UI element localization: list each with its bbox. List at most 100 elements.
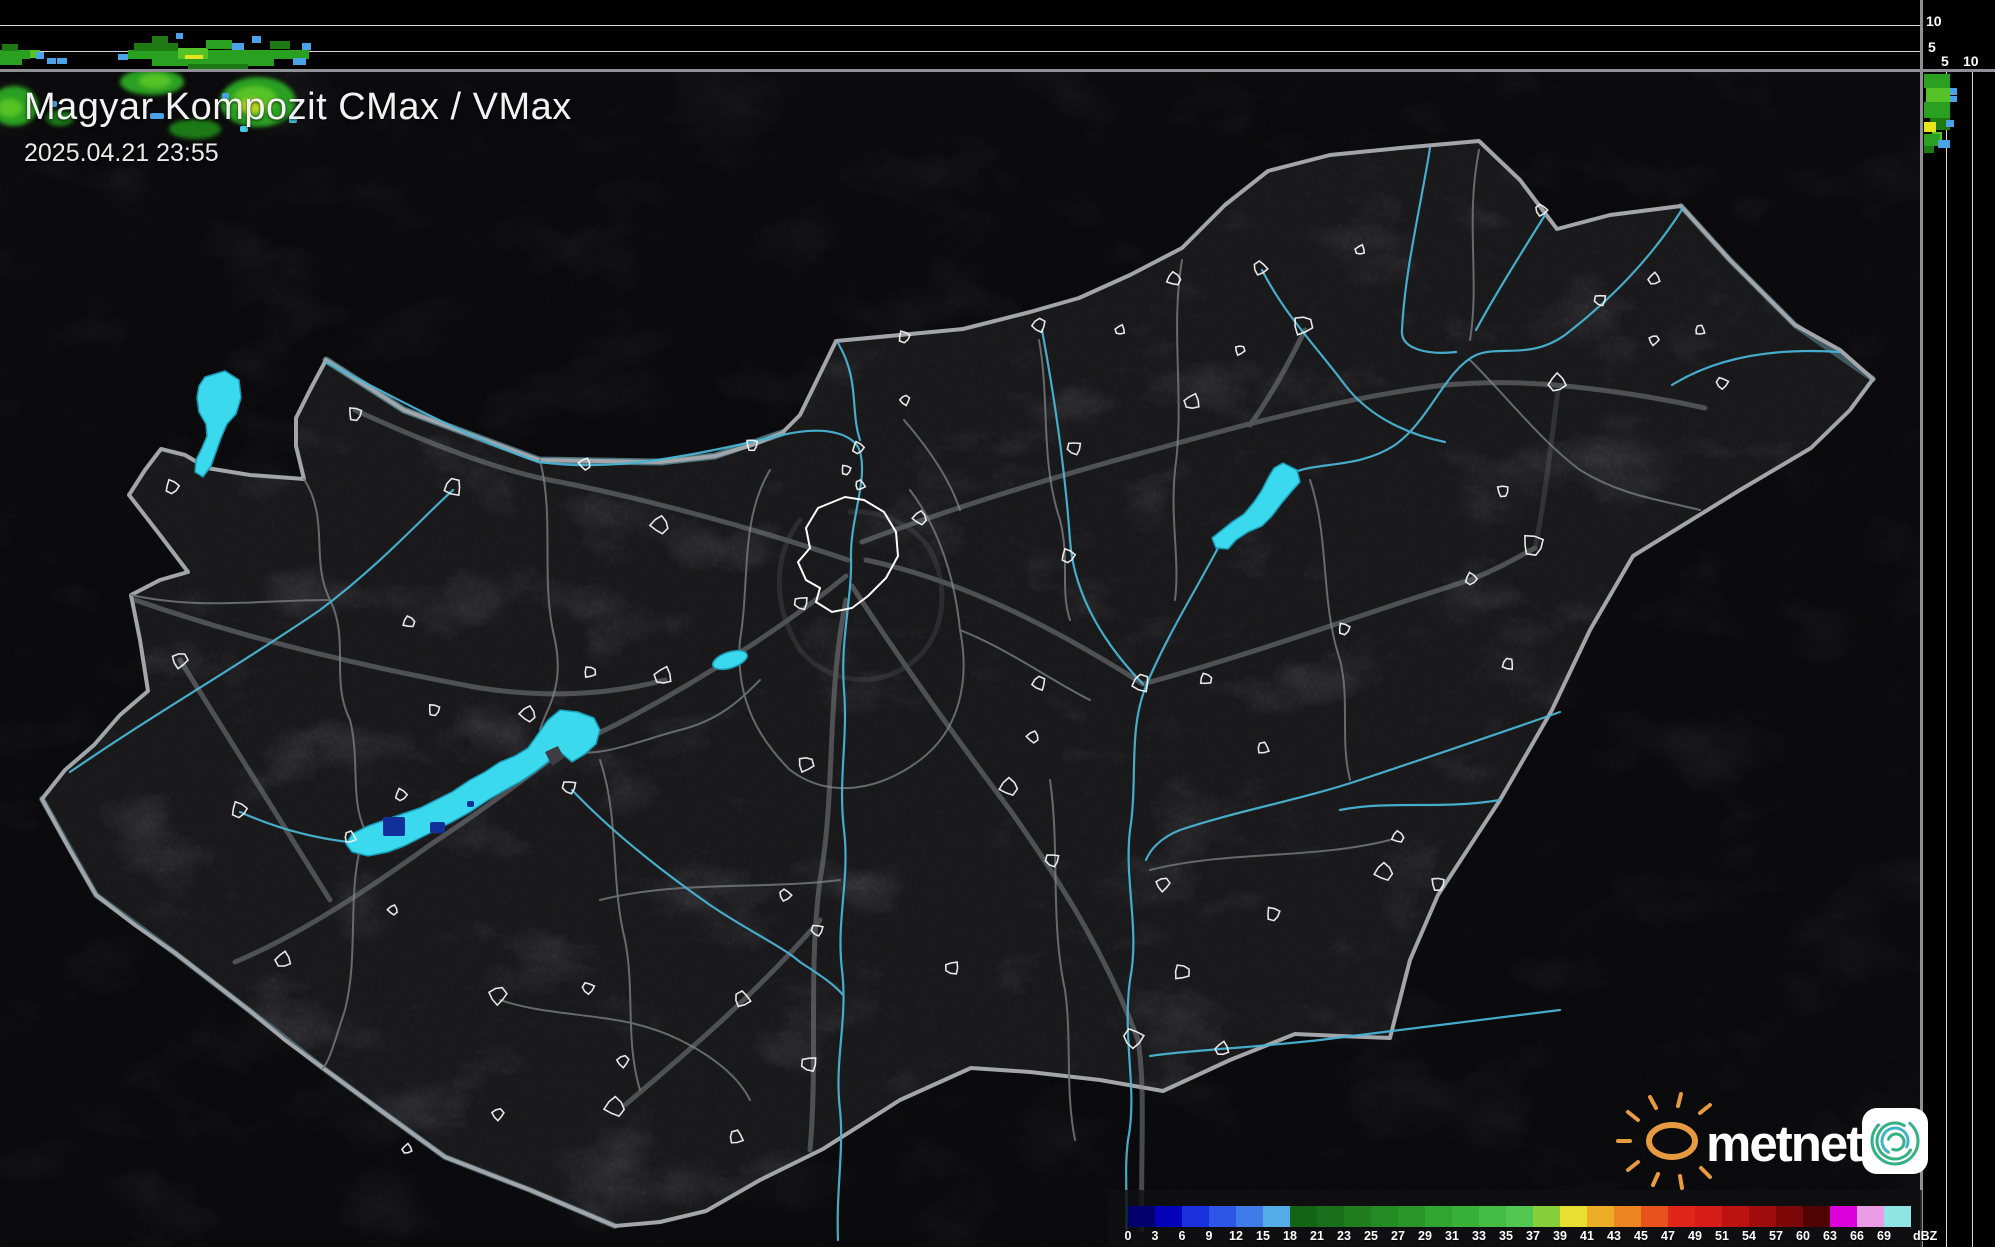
settlement-outline xyxy=(998,776,1019,797)
settlement-outline xyxy=(344,830,358,843)
top-axis-label-5km: 5 xyxy=(1928,39,1936,55)
lake-balaton xyxy=(345,709,601,857)
dbz-tick: 25 xyxy=(1364,1229,1378,1243)
dbz-color-cell xyxy=(1155,1206,1182,1227)
dbz-tick: 45 xyxy=(1634,1229,1648,1243)
settlement-outline xyxy=(1464,571,1479,586)
settlement-outline xyxy=(171,653,189,670)
metnet-logo xyxy=(1616,1092,1928,1190)
lake-velence xyxy=(711,649,749,671)
settlement-outline xyxy=(274,950,292,967)
settlement-outline xyxy=(1535,203,1549,218)
dbz-color-cell xyxy=(1614,1206,1641,1227)
dbz-color-cell xyxy=(1830,1206,1857,1227)
dbz-color-cell xyxy=(1128,1206,1155,1227)
top-profile-strip xyxy=(0,0,1995,70)
settlement-outline xyxy=(386,903,398,916)
settlement-outline xyxy=(1165,270,1182,286)
dbz-tick: 66 xyxy=(1850,1229,1864,1243)
settlement-outline xyxy=(1648,335,1660,347)
dbz-color-cell xyxy=(1452,1206,1479,1227)
settlement-outline xyxy=(1593,294,1607,307)
settlement-outline xyxy=(798,756,815,774)
settlement-outline xyxy=(428,703,441,717)
settlement-outline xyxy=(561,781,577,795)
settlement-outline xyxy=(1373,861,1394,882)
river-tisza-lower xyxy=(1124,546,1220,1242)
lakes xyxy=(194,370,1301,857)
settlement-outline xyxy=(394,787,409,802)
dbz-tick: 29 xyxy=(1418,1229,1432,1243)
settlement-outline xyxy=(841,464,852,476)
dbz-color-cell xyxy=(1776,1206,1803,1227)
settlement-outline xyxy=(793,596,808,611)
settlement-outline xyxy=(165,478,181,495)
dbz-tick: 27 xyxy=(1391,1229,1405,1243)
settlement-outline xyxy=(1199,672,1213,685)
dbz-tick: 63 xyxy=(1823,1229,1837,1243)
settlement-outline xyxy=(1524,534,1545,556)
settlement-outline xyxy=(1030,675,1046,692)
dbz-tick: 9 xyxy=(1205,1229,1213,1243)
page-title: Magyar Kompozit CMax / VMax xyxy=(24,86,572,128)
settlement-outline xyxy=(944,961,959,975)
dbz-tick: 23 xyxy=(1337,1229,1351,1243)
settlement-outlines xyxy=(165,203,1730,1154)
terrain-grain xyxy=(0,70,1921,1247)
lake-ferto xyxy=(194,370,242,479)
side-profile-echoes xyxy=(1924,74,1957,153)
settlement-outline xyxy=(810,924,824,938)
settlement-outline xyxy=(1501,657,1514,671)
budapest-outline xyxy=(796,495,900,614)
dbz-tick: 54 xyxy=(1742,1229,1756,1243)
settlement-outline xyxy=(1183,392,1200,410)
dbz-color-cell xyxy=(1695,1206,1722,1227)
dbz-color-cell xyxy=(1425,1206,1452,1227)
dbz-color-cell xyxy=(1236,1206,1263,1227)
settlement-outline xyxy=(490,1108,505,1122)
timestamp: 2025.04.21 23:55 xyxy=(24,139,219,167)
dbz-color-cell xyxy=(1344,1206,1371,1227)
dbz-tick: 12 xyxy=(1229,1229,1243,1243)
dbz-tick: 41 xyxy=(1580,1229,1594,1243)
metnet-wordmark: metnet xyxy=(1706,1115,1863,1172)
dbz-color-cell xyxy=(1209,1206,1236,1227)
map-area xyxy=(0,70,1921,1247)
settlement-outline xyxy=(735,990,752,1008)
settlement-outline xyxy=(1025,730,1039,744)
settlement-outline xyxy=(911,509,927,526)
settlement-outline xyxy=(1066,442,1082,456)
roads xyxy=(132,327,1708,1233)
dbz-tick: 60 xyxy=(1796,1229,1810,1243)
dbz-tick: 35 xyxy=(1499,1229,1513,1243)
settlement-outline xyxy=(1131,673,1149,693)
dbz-color-cell xyxy=(1884,1206,1911,1227)
side-axis-label-5km: 5 xyxy=(1941,53,1949,69)
settlement-outline xyxy=(1338,622,1351,636)
settlement-outline xyxy=(402,614,416,628)
settlement-outline xyxy=(800,1057,817,1073)
settlement-outline xyxy=(1174,964,1190,980)
dbz-color-cell xyxy=(1533,1206,1560,1227)
settlement-outline xyxy=(1061,547,1077,564)
settlement-outline xyxy=(231,800,249,819)
dbz-color-cell xyxy=(1803,1206,1830,1227)
dbz-color-cell xyxy=(1506,1206,1533,1227)
settlement-outline xyxy=(1253,259,1269,276)
dbz-color-cell xyxy=(1263,1206,1290,1227)
sun-icon xyxy=(1616,1092,1712,1190)
radar-echo-pixels xyxy=(50,93,474,836)
dbz-tick: 33 xyxy=(1472,1229,1486,1243)
dbz-color-cell xyxy=(1317,1206,1344,1227)
settlement-outline xyxy=(1354,243,1366,255)
settlement-outline xyxy=(1114,323,1126,335)
river-tisza-upper xyxy=(1293,206,1685,474)
settlement-outline xyxy=(729,1129,745,1144)
settlement-outline xyxy=(584,666,597,679)
settlement-outline xyxy=(653,665,672,684)
dbz-color-cell xyxy=(1371,1206,1398,1227)
dbz-scale-panel: 0 3 6 9 12 15 18 21 23 25 27 29 31 33 35 37 39 41 43 45 47 49… xyxy=(1108,1190,1937,1247)
tihany-peninsula xyxy=(545,746,564,766)
settlement-outline xyxy=(581,981,596,996)
